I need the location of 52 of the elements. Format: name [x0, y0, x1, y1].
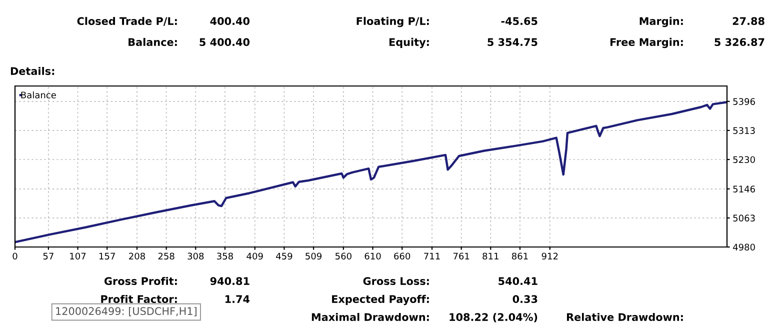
- x-tick-label: 107: [70, 252, 86, 260]
- x-tick-label: 811: [482, 252, 498, 260]
- text: Free Margin:: [610, 38, 683, 48]
- text: 400.40: [210, 17, 250, 26]
- x-tick-label: 409: [246, 252, 263, 260]
- x-tick-label: 0: [12, 252, 18, 260]
- text: -45.65: [501, 17, 538, 26]
- text: Closed Trade P/L:: [77, 16, 177, 26]
- text: Gross Profit:: [104, 276, 177, 286]
- text: Margin:: [640, 16, 683, 28]
- text: Gross Loss:: [363, 277, 429, 286]
- x-tick-label: 308: [188, 252, 204, 260]
- text: 5 354.75: [488, 38, 538, 46]
- x-tick-label: 761: [453, 252, 470, 260]
- text: 27.88: [732, 17, 764, 26]
- text: 5 326.87: [714, 38, 764, 46]
- y-tick-label: 5146: [733, 186, 755, 192]
- legend-label: Balance: [21, 91, 56, 98]
- chart-title: Details:: [10, 66, 54, 76]
- text: 5 400.40: [200, 38, 250, 46]
- line-series: [15, 100, 727, 244]
- text: 0.33: [512, 295, 538, 304]
- y-tick-label: 5063: [733, 214, 755, 222]
- x-tick-label: 861: [512, 252, 528, 260]
- text: 540.41: [498, 277, 538, 286]
- text: 1.74: [225, 295, 250, 303]
- x-tick-label: 358: [217, 252, 233, 260]
- text: 1200026499: [USDCHF,H1]: [56, 306, 196, 316]
- text: 108.22 (2.04%): [450, 312, 538, 322]
- y-tick-label: 5396: [733, 98, 755, 105]
- text: Floating P/L:: [356, 16, 429, 28]
- text: Maximal Drawdown:: [312, 312, 429, 322]
- y-tick-label: 5313: [733, 127, 755, 134]
- x-tick-label: 509: [306, 252, 322, 260]
- x-tick-label: 660: [394, 252, 410, 260]
- x-tick-label: 57: [43, 252, 54, 260]
- x-tick-label: 258: [158, 252, 174, 260]
- y-tick-label: 5230: [733, 156, 755, 164]
- x-tick-label: 157: [99, 252, 115, 260]
- text: Equity:: [389, 38, 429, 48]
- y-tick-label: 4980: [732, 244, 755, 251]
- text: Balance:: [128, 38, 177, 46]
- x-tick-label: 208: [129, 252, 145, 260]
- x-tick-label: 912: [542, 252, 558, 260]
- x-tick-label: 560: [336, 252, 352, 260]
- x-tick-label: 459: [276, 252, 292, 260]
- x-tick-label: 610: [364, 252, 381, 260]
- text: Relative Drawdown:: [566, 312, 683, 322]
- text: Expected Payoff:: [332, 294, 429, 306]
- text: Profit Factor:: [101, 294, 177, 304]
- x-tick-label: 711: [424, 252, 440, 260]
- text: 940.81: [210, 277, 250, 286]
